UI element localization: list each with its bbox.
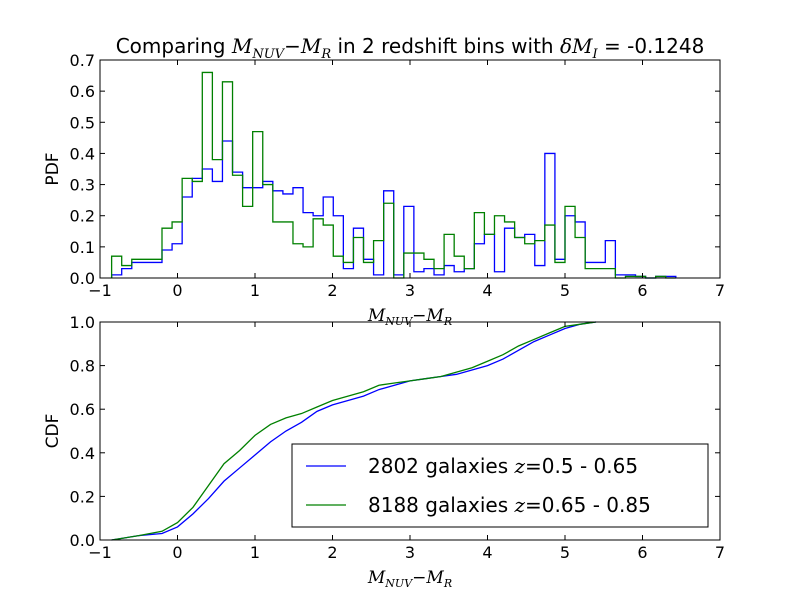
cdf-x-tick-label: 7	[715, 543, 725, 562]
pdf-x-tick-label: 7	[715, 281, 725, 300]
pdf-ticks-group: −1 0 1 2 3 4 5 6 7 0.0 0.1 0.2 0.3 0.4 0.5 0.6 0.7	[70, 51, 726, 300]
cdf-x-tick-label: 1	[250, 543, 260, 562]
pdf-x-tick-label: 0	[172, 281, 182, 300]
cdf-legend-frame	[291, 443, 709, 528]
cdf-y-tick-label: 0.8	[70, 357, 95, 376]
cdf-line-series-green	[111, 321, 597, 541]
cdf-ticks-group: −1 0 1 2 3 4 5 6 7 0.0 0.2 0.4 0.6 0.8 1.0	[70, 313, 726, 562]
cdf-y-label: CDF	[43, 414, 63, 449]
pdf-y-tick-label: 0.1	[70, 238, 95, 257]
cdf-x-tick-label: 6	[637, 543, 647, 562]
pdf-y-tick-label: 0.7	[70, 51, 95, 70]
cdf-legend: 2802 galaxies z=0.5 - 0.65 8188 galaxies…	[291, 443, 709, 528]
pdf-y-tick-label: 0.4	[70, 144, 95, 163]
pdf-x-tick-label: −1	[88, 281, 112, 300]
cdf-x-tick-label: 3	[405, 543, 415, 562]
pdf-step-series-green	[110, 71, 676, 279]
cdf-y-tick-label: 0.6	[70, 400, 95, 419]
cdf-y-tick-label: 0.0	[70, 531, 95, 550]
figure-title: Comparing MNUV−MR in 2 redshift bins wit…	[116, 34, 705, 62]
pdf-x-tick-label: 5	[560, 281, 570, 300]
pdf-y-tick-label: 0.3	[70, 176, 95, 195]
cdf-y-tick-label: 0.2	[70, 487, 95, 506]
pdf-y-tick-label: 0.5	[70, 113, 95, 132]
pdf-x-tick-label: 4	[482, 281, 492, 300]
pdf-y-tick-label: 0.6	[70, 82, 95, 101]
pdf-x-label: MNUV−MR	[367, 306, 452, 328]
cdf-y-tick-label: 0.4	[70, 444, 95, 463]
pdf-y-tick-label: 0.2	[70, 207, 95, 226]
cdf-x-tick-label: −1	[88, 543, 112, 562]
pdf-x-tick-label: 1	[250, 281, 260, 300]
pdf-x-tick-label: 3	[405, 281, 415, 300]
legend-label-green: 8188 galaxies z=0.65 - 0.85	[368, 493, 651, 517]
cdf-series-group	[111, 321, 597, 541]
pdf-series-group	[110, 71, 677, 279]
pdf-y-label: PDF	[43, 152, 63, 185]
cdf-y-tick-label: 1.0	[70, 313, 95, 332]
pdf-x-tick-label: 6	[637, 281, 647, 300]
cdf-x-label: MNUV−MR	[367, 568, 452, 590]
legend-label-blue: 2802 galaxies z=0.5 - 0.65	[368, 454, 638, 478]
pdf-x-tick-label: 2	[327, 281, 337, 300]
cdf-x-tick-label: 0	[172, 543, 182, 562]
cdf-panel: −1 0 1 2 3 4 5 6 7 0.0 0.2 0.4 0.6 0.8 1.0 CDF MNUV−MR…	[43, 313, 725, 590]
pdf-panel: −1 0 1 2 3 4 5 6 7 0.0 0.1 0.2 0.3 0.4 0.5 0.6 0.7 PDF M…	[43, 51, 725, 328]
cdf-x-tick-label: 2	[327, 543, 337, 562]
cdf-line-series-blue	[111, 321, 597, 541]
cdf-x-tick-label: 4	[482, 543, 492, 562]
pdf-y-tick-label: 0.0	[70, 269, 95, 288]
cdf-x-tick-label: 5	[560, 543, 570, 562]
